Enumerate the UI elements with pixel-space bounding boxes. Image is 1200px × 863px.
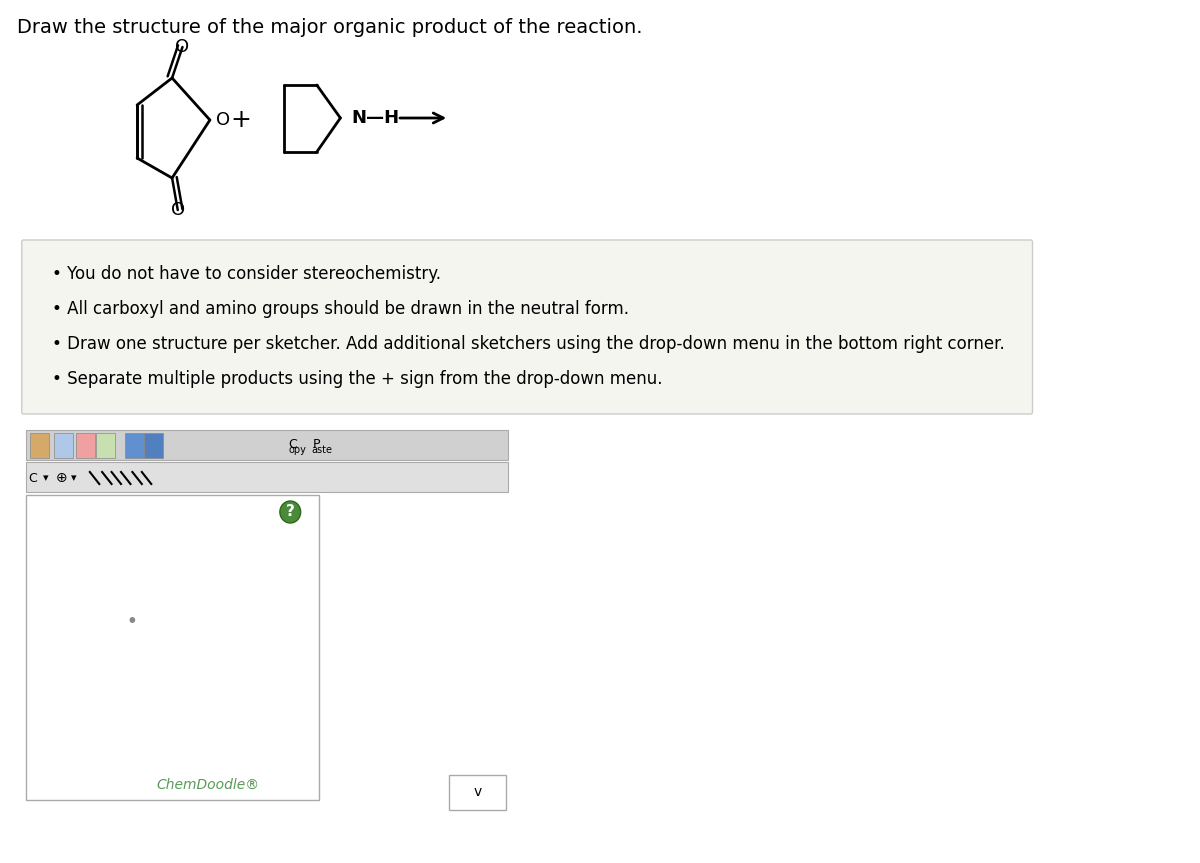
Text: ▾: ▾: [42, 473, 48, 483]
FancyBboxPatch shape: [22, 240, 1032, 414]
Bar: [25, 462, 508, 492]
Text: C: C: [289, 438, 298, 451]
Bar: [25, 495, 319, 800]
Text: • Separate multiple products using the + sign from the drop-down menu.: • Separate multiple products using the +…: [52, 370, 662, 388]
Text: O: O: [170, 201, 185, 219]
Text: +: +: [230, 108, 252, 132]
Circle shape: [280, 501, 301, 523]
Text: P: P: [313, 438, 320, 451]
Text: • Draw one structure per sketcher. Add additional sketchers using the drop-down : • Draw one structure per sketcher. Add a…: [52, 335, 1004, 353]
Bar: [30, 433, 49, 458]
Text: C: C: [29, 471, 37, 484]
Bar: [54, 433, 73, 458]
Text: v: v: [473, 785, 481, 799]
Text: opy: opy: [289, 445, 307, 455]
Text: Draw the structure of the major organic product of the reaction.: Draw the structure of the major organic …: [17, 18, 642, 37]
Bar: [76, 433, 95, 458]
Text: ⊕: ⊕: [55, 471, 67, 485]
Bar: [125, 433, 144, 458]
Text: ▾: ▾: [71, 473, 77, 483]
Bar: [96, 433, 115, 458]
Bar: [144, 433, 163, 458]
Text: O: O: [216, 111, 229, 129]
Bar: [25, 430, 508, 460]
Text: N—H: N—H: [352, 109, 400, 127]
Text: ?: ?: [286, 505, 295, 520]
Text: • All carboxyl and amino groups should be drawn in the neutral form.: • All carboxyl and amino groups should b…: [52, 300, 629, 318]
Text: aste: aste: [311, 445, 332, 455]
Text: O: O: [175, 38, 190, 56]
Bar: [449, 775, 506, 810]
Text: ChemDoodle®: ChemDoodle®: [157, 778, 260, 792]
Text: • You do not have to consider stereochemistry.: • You do not have to consider stereochem…: [52, 265, 442, 283]
Circle shape: [130, 617, 136, 623]
